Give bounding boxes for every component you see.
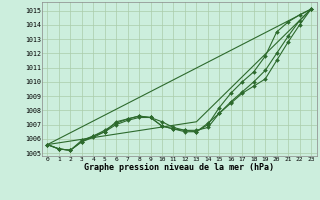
X-axis label: Graphe pression niveau de la mer (hPa): Graphe pression niveau de la mer (hPa) (84, 163, 274, 172)
